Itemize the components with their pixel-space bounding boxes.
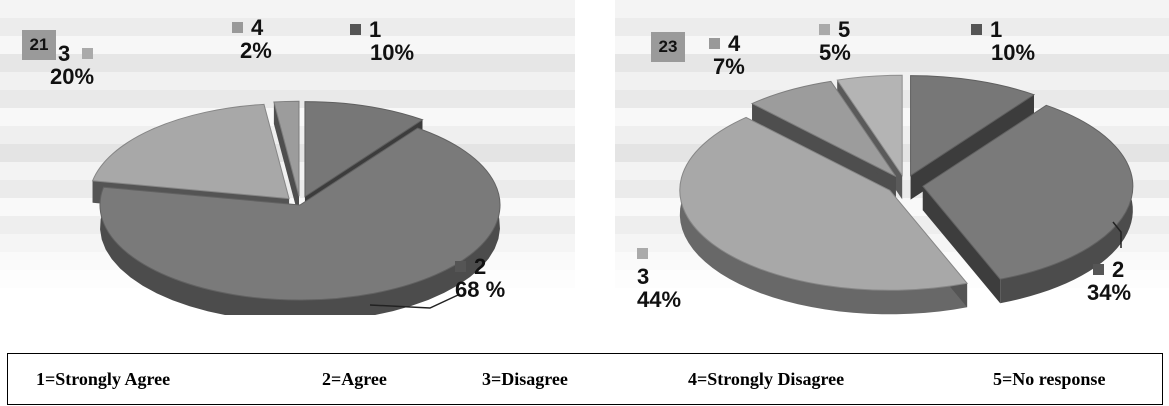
pie-chart-right: 23 1 10% 5 5% 4 7% 3 44% 2 34% bbox=[615, 0, 1169, 315]
slice-value: 10% bbox=[370, 40, 415, 66]
slice-label-2: 2 34% bbox=[1087, 257, 1131, 304]
legend-swatch-icon bbox=[232, 22, 243, 33]
legend-swatch-icon bbox=[971, 24, 982, 35]
background-band bbox=[615, 54, 1169, 72]
chart-badge: 23 bbox=[651, 32, 685, 62]
pie-chart-left: 21 1 10% 4 2% 3 20% 2 68 % bbox=[0, 0, 575, 315]
slice-label-1: 1 10% bbox=[971, 18, 1035, 64]
slice-category: 5 bbox=[838, 17, 851, 42]
background-band bbox=[615, 36, 1169, 54]
pie-slice-top bbox=[922, 104, 1134, 280]
pie-slice-top bbox=[910, 75, 1036, 177]
pie-slice-top bbox=[750, 80, 897, 177]
slice-category: 2 bbox=[1112, 257, 1125, 282]
pie-slice-side bbox=[679, 117, 968, 315]
slice-category: 1 bbox=[990, 17, 1003, 42]
pie-slice-top bbox=[304, 101, 424, 198]
pie-slice-top bbox=[91, 103, 290, 200]
slice-label-3: 3 20% bbox=[50, 41, 101, 88]
pie-slice-top bbox=[836, 74, 903, 177]
pie-slice-2 bbox=[99, 127, 501, 315]
slice-value: 7% bbox=[713, 54, 745, 80]
leader-line bbox=[369, 294, 459, 309]
background-band bbox=[0, 0, 575, 18]
legend-swatch-icon bbox=[455, 261, 466, 272]
slice-label-4: 4 7% bbox=[709, 32, 745, 78]
background-band bbox=[0, 36, 575, 54]
slice-label-3: 3 44% bbox=[637, 242, 681, 311]
legend-item-strongly-disagree: 4=Strongly Disagree bbox=[688, 369, 845, 389]
slice-label-1: 1 10% bbox=[350, 18, 414, 64]
legend-swatch-icon bbox=[82, 48, 94, 59]
leader-line bbox=[1112, 221, 1122, 248]
background-band bbox=[615, 18, 1169, 36]
pie-slice-wall bbox=[922, 186, 1001, 304]
legend-swatch-icon bbox=[350, 24, 361, 35]
legend-swatch-icon bbox=[819, 24, 830, 35]
response-legend: 1=Strongly Agree 2=Agree 3=Disagree 4=St… bbox=[7, 353, 1163, 405]
pie-slice-wall bbox=[910, 94, 1034, 200]
slice-label-5: 5 5% bbox=[819, 18, 851, 64]
slice-value: 34% bbox=[1087, 280, 1132, 306]
legend-swatch-icon bbox=[709, 38, 720, 49]
pie-slice-1 bbox=[910, 75, 1036, 200]
legend-item-no-response: 5=No response bbox=[993, 369, 1106, 389]
slice-category: 3 bbox=[58, 41, 71, 66]
pie-right-svg bbox=[679, 74, 1134, 315]
legend-swatch-icon bbox=[637, 248, 648, 259]
pie-slice-2 bbox=[922, 104, 1134, 304]
background-band bbox=[0, 54, 575, 72]
slice-value: 20% bbox=[50, 64, 95, 90]
slice-value: 5% bbox=[819, 40, 851, 66]
pie-slice-3 bbox=[679, 116, 969, 315]
background-band bbox=[0, 90, 575, 108]
legend-swatch-icon bbox=[1093, 264, 1104, 275]
background-band bbox=[0, 18, 575, 36]
slice-value: 68 % bbox=[455, 277, 506, 303]
pie-slice-top bbox=[273, 100, 300, 197]
pie-slice-top bbox=[679, 116, 969, 291]
slice-category: 1 bbox=[369, 17, 382, 42]
pie-slice-4 bbox=[273, 100, 300, 219]
slice-category: 2 bbox=[474, 254, 487, 279]
slice-value: 44% bbox=[637, 287, 682, 313]
slice-label-4: 4 2% bbox=[232, 16, 272, 62]
legend-item-disagree: 3=Disagree bbox=[482, 369, 568, 389]
legend-item-strongly-agree: 1=Strongly Agree bbox=[36, 369, 171, 389]
pie-slice-top bbox=[99, 127, 501, 301]
slice-category: 3 bbox=[637, 264, 650, 290]
background-band bbox=[615, 0, 1169, 18]
slice-category: 4 bbox=[728, 31, 741, 56]
slice-value: 2% bbox=[240, 38, 272, 64]
chart-badge: 21 bbox=[22, 30, 56, 60]
legend-item-agree: 2=Agree bbox=[322, 369, 387, 389]
background-band bbox=[0, 72, 575, 90]
slice-category: 4 bbox=[251, 15, 264, 40]
pie-slice-wall bbox=[273, 101, 299, 219]
slice-label-2: 2 68 % bbox=[455, 255, 505, 301]
slice-value: 10% bbox=[991, 40, 1036, 66]
pie-left-svg bbox=[91, 100, 501, 315]
